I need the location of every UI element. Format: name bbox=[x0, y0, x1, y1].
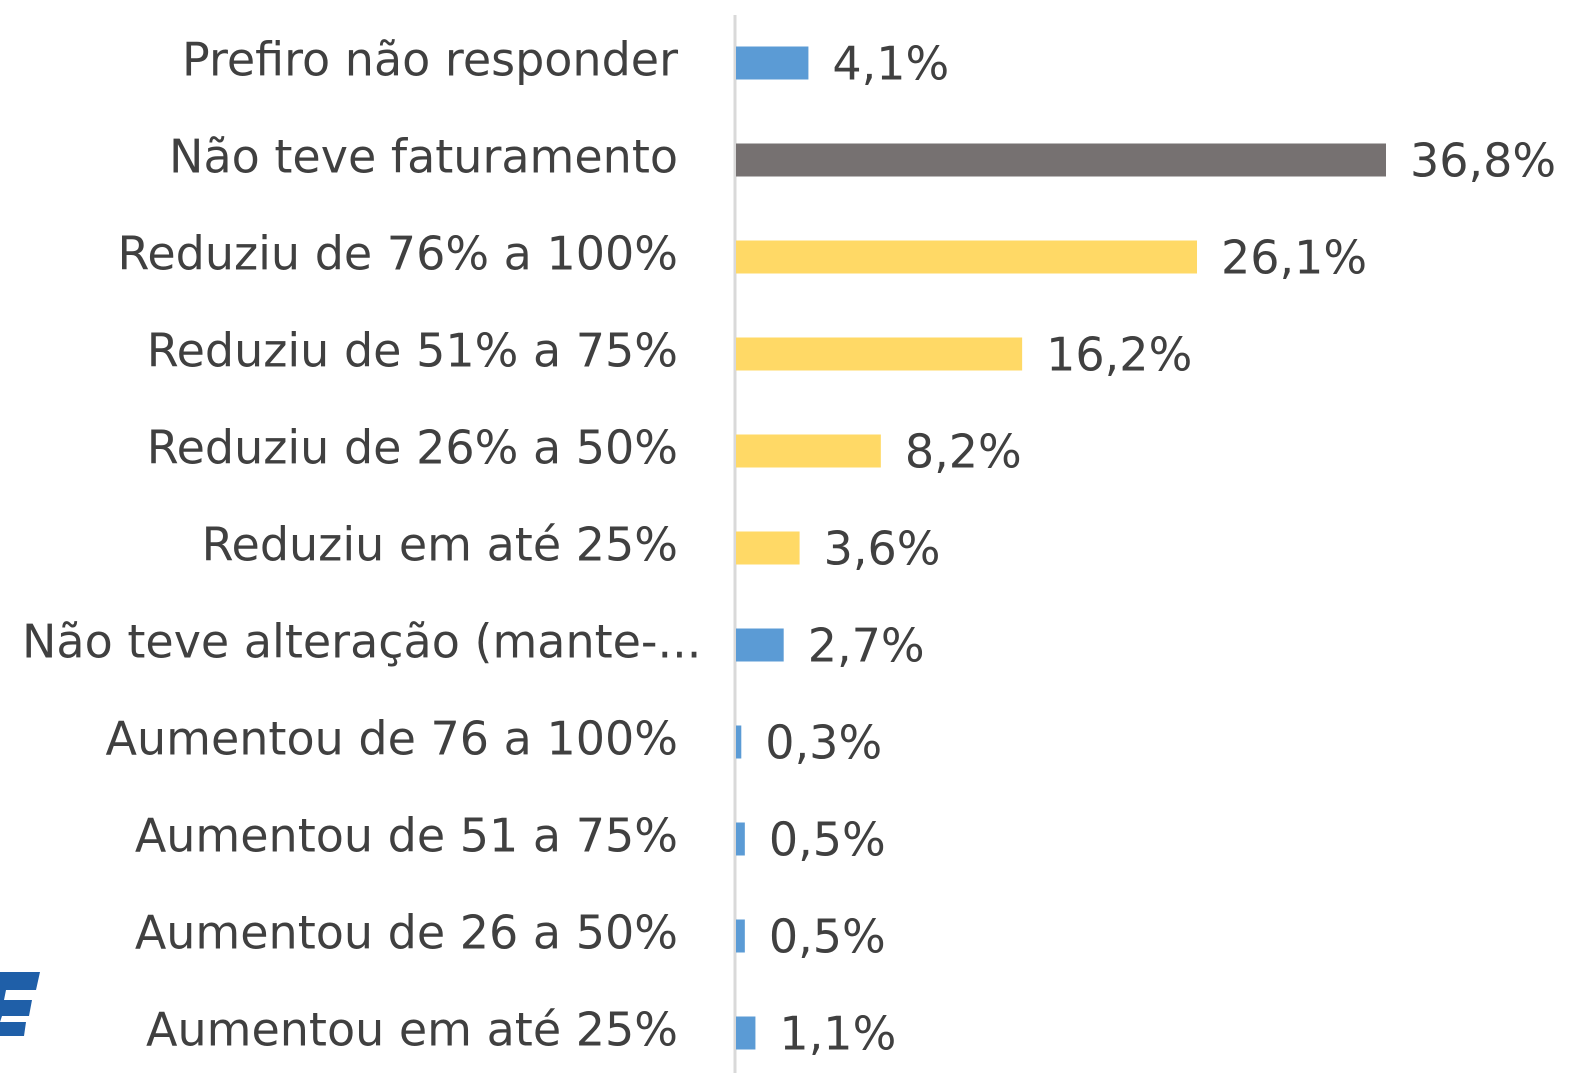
value-label: 3,6% bbox=[824, 522, 941, 576]
category-label: Não teve faturamento bbox=[169, 130, 678, 184]
bar bbox=[736, 531, 800, 565]
category-label: Aumentou de 51 a 75% bbox=[135, 809, 678, 863]
category-label: Reduziu de 26% a 50% bbox=[147, 421, 678, 475]
value-label: 2,7% bbox=[808, 619, 925, 673]
category-label: Reduziu de 51% a 75% bbox=[147, 324, 678, 378]
value-label: 4,1% bbox=[832, 37, 949, 91]
bar bbox=[736, 919, 745, 953]
category-label: Não teve alteração (mante-... bbox=[22, 615, 701, 669]
logo-fragment bbox=[0, 972, 40, 1036]
bar bbox=[736, 725, 742, 759]
bar bbox=[736, 628, 784, 662]
value-label: 0,3% bbox=[765, 716, 882, 770]
value-label: 26,1% bbox=[1221, 231, 1367, 285]
category-label: Aumentou em até 25% bbox=[146, 1003, 678, 1057]
value-label: 1,1% bbox=[779, 1007, 896, 1061]
category-label: Reduziu de 76% a 100% bbox=[117, 227, 678, 281]
value-label: 16,2% bbox=[1046, 328, 1192, 382]
value-label: 0,5% bbox=[769, 813, 886, 867]
category-label: Prefiro não responder bbox=[182, 33, 678, 87]
bar bbox=[736, 434, 881, 468]
bar bbox=[736, 337, 1023, 371]
category-label: Aumentou de 26 a 50% bbox=[135, 906, 678, 960]
bar bbox=[736, 822, 745, 856]
category-label: Aumentou de 76 a 100% bbox=[106, 712, 678, 766]
category-label: Reduziu em até 25% bbox=[202, 518, 678, 572]
bar bbox=[736, 240, 1198, 274]
value-label: 36,8% bbox=[1410, 134, 1556, 188]
value-label: 0,5% bbox=[769, 910, 886, 964]
bar bbox=[736, 143, 1386, 177]
bar bbox=[736, 1016, 756, 1050]
bar bbox=[736, 46, 809, 80]
value-label: 8,2% bbox=[905, 425, 1022, 479]
